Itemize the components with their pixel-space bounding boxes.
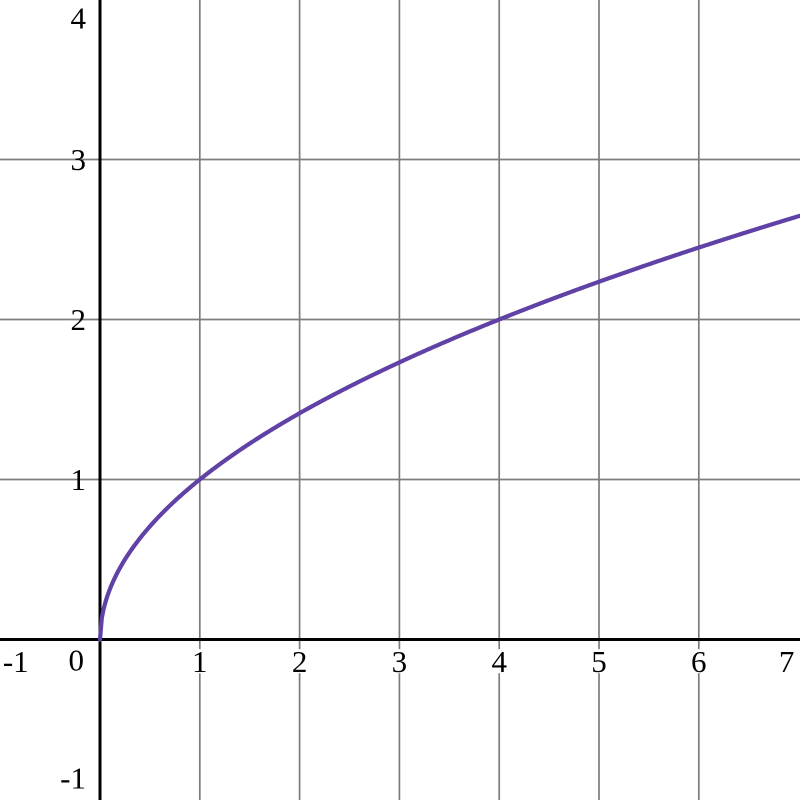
svg-text:1: 1: [192, 644, 208, 679]
svg-text:-1: -1: [3, 644, 29, 679]
svg-text:4: 4: [491, 644, 507, 679]
svg-text:-1: -1: [60, 760, 86, 795]
svg-text:7: 7: [779, 644, 795, 679]
svg-text:1: 1: [71, 462, 87, 497]
svg-text:6: 6: [691, 644, 707, 679]
svg-text:2: 2: [292, 644, 308, 679]
svg-text:4: 4: [71, 0, 87, 35]
svg-text:3: 3: [392, 644, 408, 679]
svg-text:5: 5: [591, 644, 607, 679]
svg-text:0: 0: [69, 642, 85, 677]
svg-text:2: 2: [71, 302, 87, 337]
svg-text:3: 3: [71, 142, 87, 177]
